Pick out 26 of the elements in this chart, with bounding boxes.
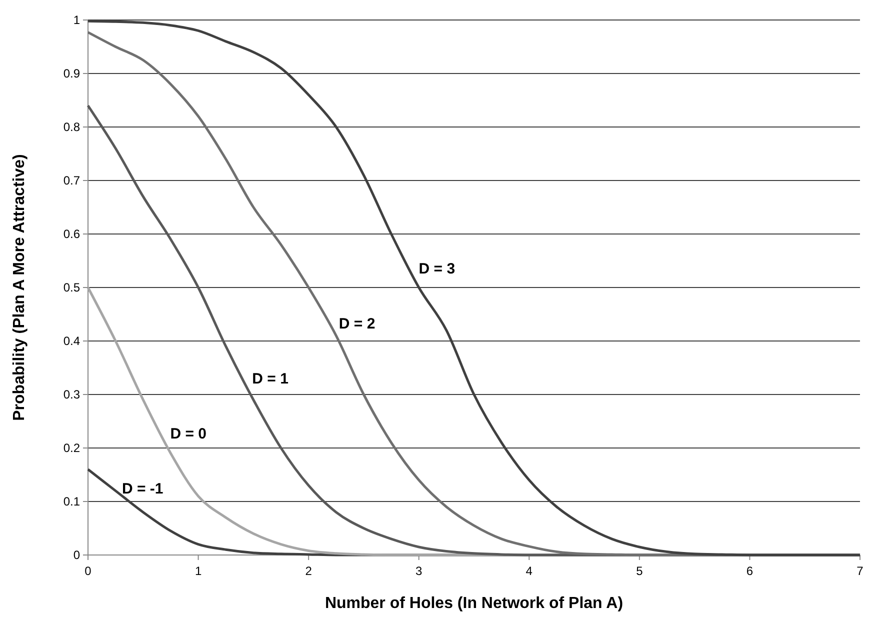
y-tick-label: 1 [73,13,80,28]
x-tick-label: 3 [416,564,423,578]
series-label: D = 1 [252,370,288,388]
y-tick-label: 0.8 [63,120,80,134]
x-tick-label: 6 [746,564,754,578]
series-label: D = -1 [122,480,164,498]
y-tick-label: 0.7 [63,174,80,188]
y-tick-label: 0.2 [63,441,80,456]
y-tick-label: 0.1 [63,494,80,509]
x-axis-title: Number of Holes (In Network of Plan A) [324,595,624,612]
x-tick-label: 4 [526,564,533,578]
x-tick-label: 2 [305,564,312,578]
y-tick-label: 0.5 [63,280,80,295]
x-tick-label: 5 [636,564,644,578]
x-tick-label: 0 [84,564,92,578]
y-tick-label: 0.4 [63,334,80,348]
y-axis-title: Probability (Plan A More Attractive) [11,154,28,421]
y-tick-label: 0.6 [63,227,80,242]
series-label: D = 3 [418,260,456,278]
y-tick-label: 0 [73,548,80,562]
y-tick-label: 0.3 [63,388,80,402]
x-tick-label: 7 [856,564,864,578]
x-tick-label: 1 [194,564,202,578]
y-tick-label: 0.9 [63,66,80,81]
series-label: D = 2 [338,315,376,332]
series-label: D = 0 [170,425,207,442]
